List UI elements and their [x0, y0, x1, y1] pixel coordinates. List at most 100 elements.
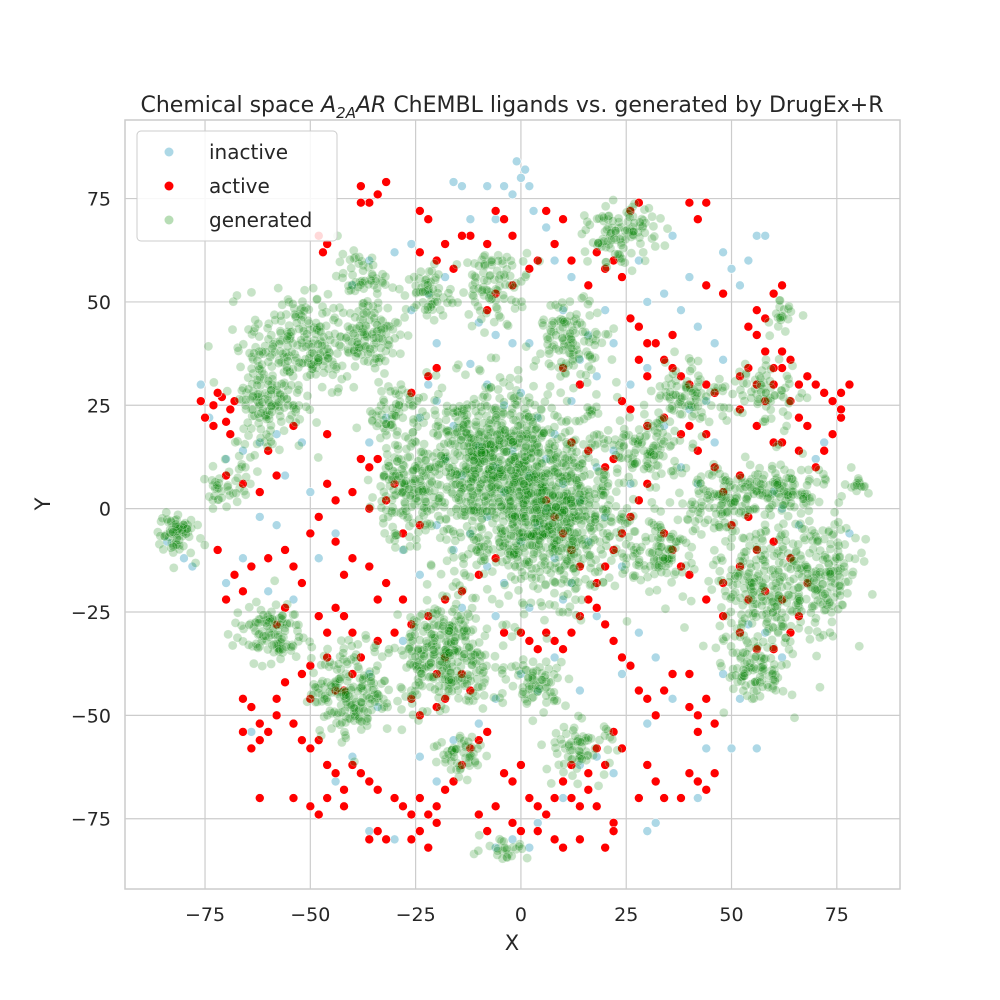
generated-point — [480, 382, 491, 392]
generated-point — [258, 610, 269, 620]
generated-point — [411, 534, 422, 545]
generated-point — [272, 381, 282, 391]
generated-point — [814, 465, 824, 475]
inactive-point — [440, 272, 450, 282]
active-point — [684, 768, 695, 779]
generated-point — [513, 421, 523, 431]
generated-point — [486, 382, 496, 393]
generated-point — [498, 377, 509, 388]
active-point — [356, 181, 366, 191]
generated-point — [513, 547, 524, 558]
generated-point — [523, 429, 533, 440]
generated-point — [428, 284, 438, 294]
generated-point — [356, 697, 367, 707]
generated-point — [535, 544, 546, 555]
generated-point — [488, 474, 499, 484]
generated-point — [481, 751, 492, 761]
generated-point — [770, 390, 780, 401]
inactive-point — [364, 669, 375, 679]
inactive-point — [743, 255, 754, 266]
generated-point — [244, 602, 255, 613]
generated-point — [508, 681, 518, 691]
generated-point — [530, 400, 540, 410]
generated-point — [683, 515, 693, 525]
generated-point — [556, 525, 567, 536]
generated-point — [798, 494, 808, 504]
active-point — [406, 809, 417, 820]
active-point — [634, 685, 644, 696]
generated-point — [479, 456, 490, 467]
generated-point — [655, 213, 666, 224]
generated-point — [519, 403, 530, 414]
generated-point — [470, 613, 481, 624]
generated-point — [571, 462, 582, 472]
generated-point — [477, 441, 487, 452]
generated-point — [804, 516, 815, 526]
generated-point — [797, 523, 807, 534]
active-point — [221, 417, 231, 427]
generated-point — [580, 512, 590, 522]
generated-point — [568, 534, 579, 544]
generated-point — [805, 634, 815, 645]
generated-point — [474, 542, 484, 552]
generated-point — [518, 508, 529, 518]
generated-point — [446, 545, 457, 556]
generated-point — [422, 503, 432, 513]
generated-point — [511, 400, 522, 410]
generated-point — [266, 436, 276, 447]
generated-point — [528, 469, 539, 479]
generated-point — [525, 454, 536, 464]
active-point — [709, 388, 720, 398]
generated-point — [770, 601, 780, 612]
generated-point — [803, 625, 814, 636]
generated-point — [402, 452, 413, 463]
generated-point — [612, 467, 622, 478]
generated-point — [514, 475, 525, 485]
active-point — [693, 776, 703, 787]
inactive-point — [330, 528, 341, 539]
generated-point — [599, 212, 609, 223]
active-point — [583, 594, 594, 605]
generated-point — [375, 481, 386, 492]
generated-point — [433, 493, 444, 504]
active-point — [558, 214, 568, 225]
active-point — [768, 379, 779, 390]
generated-point — [506, 255, 516, 266]
generated-point — [739, 613, 750, 624]
inactive-point — [634, 255, 644, 266]
generated-point — [510, 399, 520, 409]
generated-point — [630, 571, 640, 581]
generated-point — [455, 528, 465, 538]
generated-point — [384, 335, 395, 346]
active-point — [735, 470, 745, 481]
generated-point — [379, 470, 390, 481]
generated-point — [647, 497, 657, 508]
active-point — [591, 603, 602, 613]
active-point — [735, 627, 745, 638]
active-point — [364, 776, 375, 787]
generated-point — [578, 439, 589, 450]
active-point — [676, 793, 686, 803]
generated-point — [501, 430, 512, 441]
generated-point — [390, 542, 401, 553]
generated-point — [514, 528, 525, 539]
generated-point — [566, 497, 577, 508]
generated-point — [367, 269, 377, 279]
generated-point — [573, 511, 584, 522]
generated-point — [719, 708, 729, 718]
active-point — [667, 363, 678, 373]
generated-point — [494, 273, 504, 284]
active-point — [642, 479, 653, 489]
generated-point — [501, 433, 512, 443]
generated-point — [200, 540, 210, 550]
generated-point — [346, 263, 356, 273]
active-point — [642, 371, 653, 382]
inactive-point — [566, 578, 577, 588]
generated-point — [627, 265, 637, 276]
active-point — [760, 346, 771, 357]
active-point — [280, 603, 290, 613]
generated-point — [498, 510, 508, 521]
generated-point — [622, 616, 632, 627]
inactive-point — [583, 330, 594, 340]
inactive-point — [431, 396, 442, 406]
